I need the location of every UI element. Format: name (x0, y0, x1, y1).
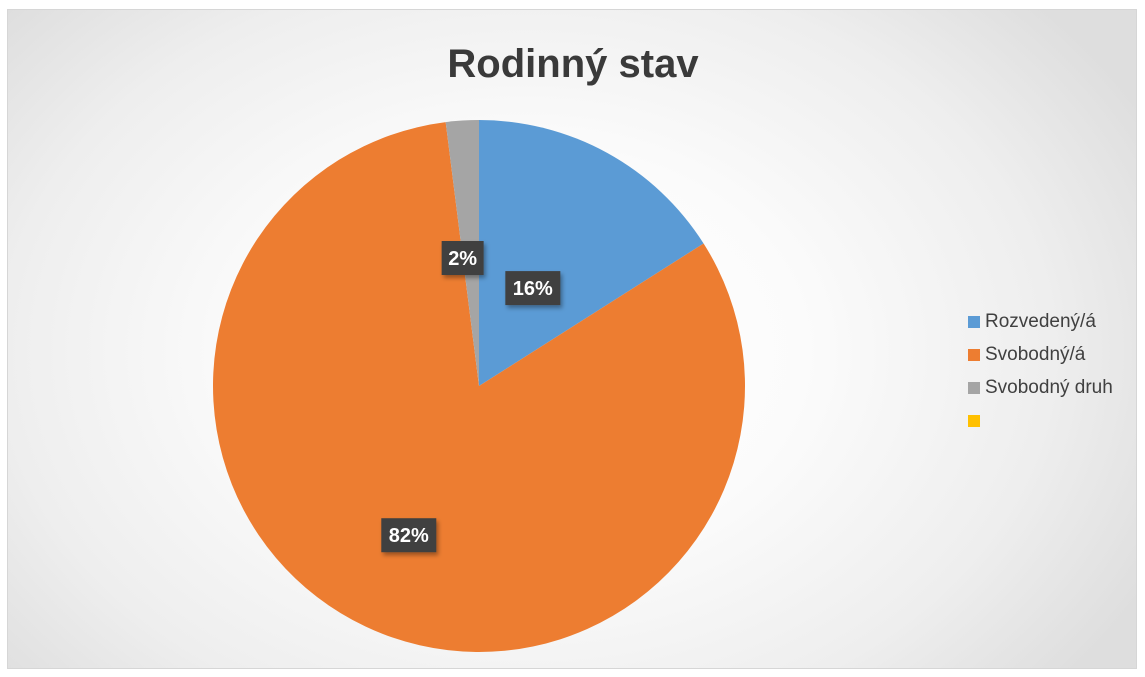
legend-swatch-rozvedeny (968, 315, 980, 328)
data-label: 16% (505, 271, 561, 306)
legend: Rozvedený/á Svobodný/á Svobodný druh (968, 305, 1113, 437)
pie-slice (479, 120, 704, 386)
pie-slice (213, 122, 746, 653)
data-label-box (381, 518, 437, 553)
data-label-text: 2% (448, 248, 477, 270)
legend-swatch-svobodny (968, 348, 980, 361)
legend-label: Svobodný/á (985, 343, 1086, 365)
chart-area: Rodinný stav 16% 82% 2% Rozvedený/á Svobod… (7, 9, 1137, 669)
legend-label: Rozvedený/á (985, 310, 1096, 332)
data-label: 82% (381, 518, 437, 553)
data-label-box (505, 271, 561, 306)
data-label-text: 16% (513, 278, 553, 300)
legend-item: Svobodný druh (968, 371, 1113, 404)
chart-title: Rodinný stav (447, 42, 699, 86)
legend-item: Rozvedený/á (968, 305, 1113, 338)
data-label-box (441, 241, 484, 275)
data-label-text: 82% (389, 525, 429, 547)
pie-chart: 16% 82% 2% (213, 120, 746, 653)
legend-swatch-empty (968, 414, 980, 427)
legend-swatch-svobodny-druh (968, 381, 980, 394)
legend-label: Svobodný druh (985, 376, 1113, 398)
legend-item: Svobodný/á (968, 338, 1113, 371)
data-label: 2% (441, 241, 484, 275)
legend-item (968, 404, 1113, 437)
